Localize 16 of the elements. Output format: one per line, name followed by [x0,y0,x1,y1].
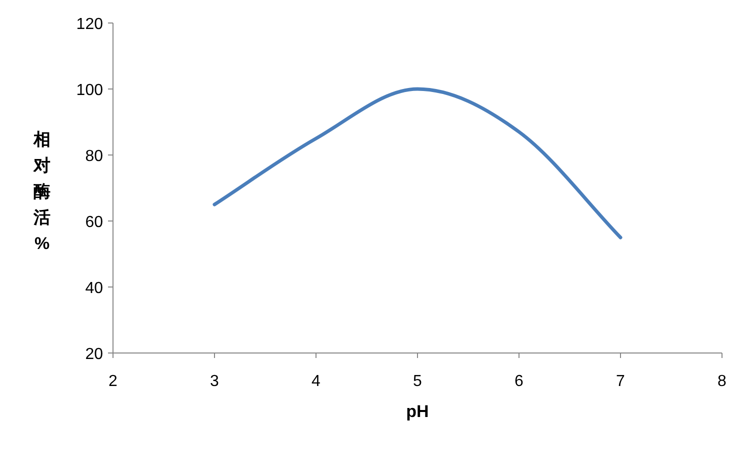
x-tick-label: 6 [514,373,524,390]
line-series [212,87,622,240]
x-tick-label: 3 [210,373,220,390]
x-tick-label: 2 [108,373,118,390]
x-tick-label: 7 [616,373,626,390]
y-tick-label: 100 [76,82,104,99]
x-tick-label: 4 [312,373,321,390]
x-axis-title: pH [406,402,429,421]
x-tick-label: 8 [718,373,727,390]
y-tick-label: 120 [76,16,104,33]
y-tick-label: 20 [85,346,104,363]
y-tick-label: 80 [85,148,104,165]
y-tick-label: 60 [85,214,104,231]
y-axis-title: 相对酶活% [32,130,50,253]
y-tick-label: 40 [85,280,104,297]
x-tick-label: 5 [413,373,422,390]
